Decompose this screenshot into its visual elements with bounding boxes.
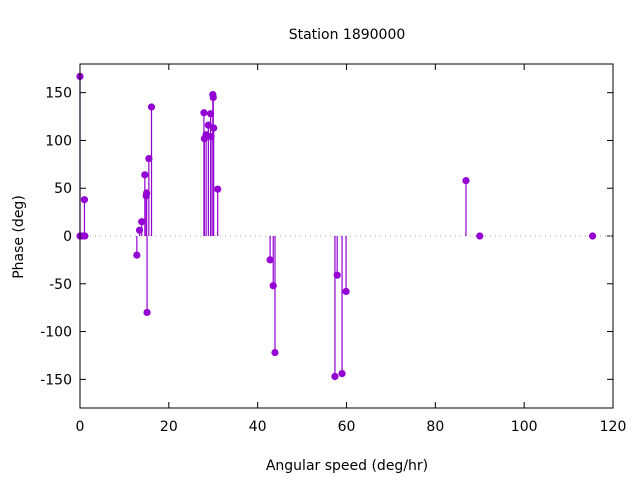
x-axis-label: Angular speed (deg/hr) (266, 458, 428, 474)
plot-frame (79, 63, 614, 409)
x-tick-label: 100 (511, 419, 538, 435)
data-point (266, 256, 274, 264)
y-tick-label: 50 (54, 181, 72, 197)
data-point (588, 232, 597, 240)
data-point (333, 271, 341, 279)
data-point (204, 121, 212, 129)
x-tick-label: 60 (338, 419, 356, 435)
data-point (133, 251, 141, 259)
data-point (138, 218, 146, 226)
y-tick-label: -150 (40, 372, 72, 388)
data-marks (76, 72, 597, 381)
y-tick-label: 0 (63, 229, 72, 245)
data-point (207, 133, 215, 141)
data-point (145, 155, 153, 163)
axes: 0 20 40 60 80 100 120 -150 -100 -50 0 50 100 150 (40, 64, 626, 435)
y-tick-label: -50 (49, 277, 72, 293)
x-tick-label: 80 (426, 419, 444, 435)
data-point (143, 189, 151, 197)
data-point (342, 287, 350, 296)
y-tick-label: -100 (40, 325, 72, 341)
data-point (214, 185, 222, 193)
data-point (269, 282, 277, 290)
data-point (80, 196, 89, 204)
data-point (462, 176, 470, 185)
x-tick-label: 40 (249, 419, 267, 435)
data-point (141, 171, 149, 179)
data-point (476, 232, 484, 240)
x-tick-label: 0 (76, 419, 85, 435)
data-point (135, 226, 144, 234)
chart-title: Station 1890000 (289, 27, 406, 43)
data-point (210, 124, 218, 132)
data-point (143, 308, 151, 317)
data-point (200, 109, 208, 117)
data-point (81, 232, 89, 240)
data-point (271, 348, 279, 357)
x-tick-label: 20 (160, 419, 178, 435)
data-point (206, 110, 215, 118)
y-axis-label: Phase (deg) (11, 195, 27, 279)
x-tick-label: 120 (600, 419, 627, 435)
data-point (338, 370, 346, 378)
y-tick-label: 150 (45, 86, 72, 102)
y-tick-label: 100 (45, 133, 72, 149)
data-point (147, 103, 156, 111)
data-point (331, 372, 339, 381)
data-point (209, 93, 217, 102)
